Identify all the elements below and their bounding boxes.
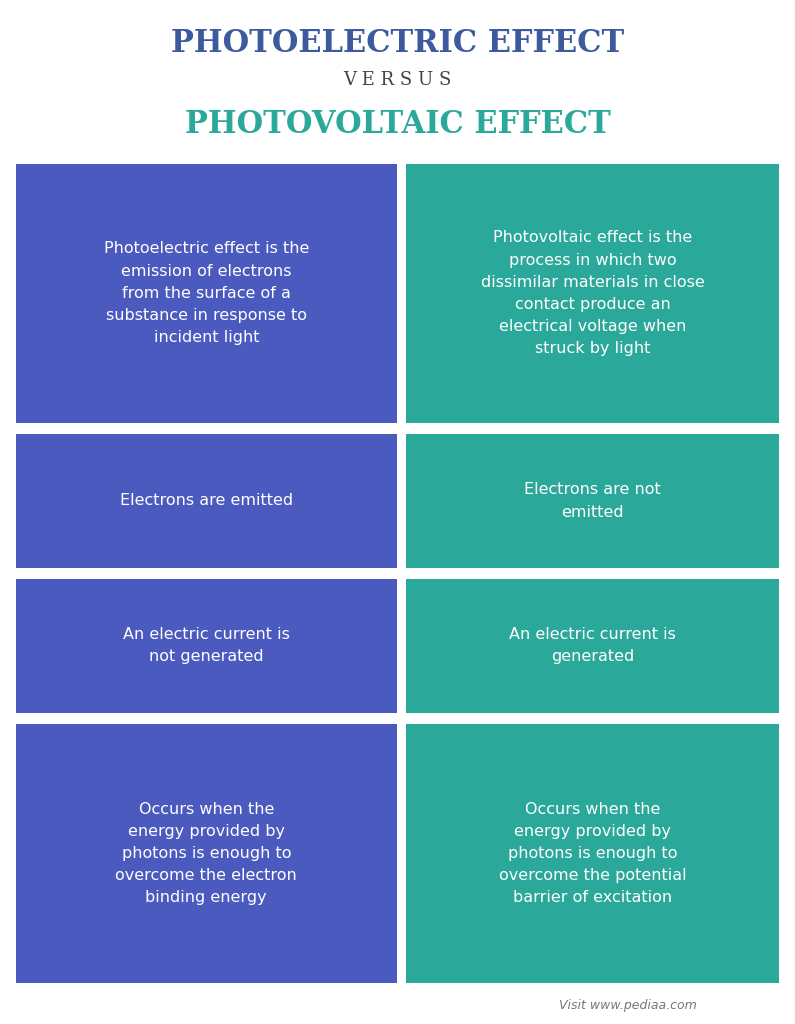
Text: PHOTOVOLTAIC EFFECT: PHOTOVOLTAIC EFFECT — [184, 110, 611, 140]
Bar — [244, 423, 262, 434]
Bar — [418, 713, 436, 724]
Bar — [109, 713, 126, 724]
Text: Photoelectric effect is the
emission of electrons
from the surface of a
substanc: Photoelectric effect is the emission of … — [103, 242, 309, 345]
Bar — [109, 567, 126, 580]
Bar — [271, 567, 289, 580]
Bar — [271, 423, 289, 434]
Bar — [499, 713, 517, 724]
Bar — [716, 713, 733, 724]
Bar — [445, 423, 463, 434]
Bar — [553, 713, 571, 724]
Bar — [271, 713, 289, 724]
Bar — [472, 423, 490, 434]
Bar — [190, 713, 207, 724]
Text: Occurs when the
energy provided by
photons is enough to
overcome the electron
bi: Occurs when the energy provided by photo… — [115, 802, 297, 905]
Bar — [136, 713, 153, 724]
Bar — [526, 713, 544, 724]
Bar — [298, 713, 316, 724]
Bar — [580, 567, 598, 580]
Text: Photovoltaic effect is the
process in which two
dissimilar materials in close
co: Photovoltaic effect is the process in wh… — [481, 230, 704, 356]
Bar — [397, 164, 406, 983]
Bar — [82, 423, 99, 434]
Bar — [472, 567, 490, 580]
Bar — [16, 434, 397, 567]
Bar — [298, 423, 316, 434]
Bar — [217, 713, 235, 724]
Bar — [163, 713, 180, 724]
Bar — [607, 423, 625, 434]
Bar — [406, 164, 779, 423]
Bar — [217, 423, 235, 434]
Bar — [472, 713, 490, 724]
Bar — [136, 423, 153, 434]
Bar — [634, 423, 652, 434]
Bar — [445, 713, 463, 724]
Bar — [526, 423, 544, 434]
Text: Occurs when the
energy provided by
photons is enough to
overcome the potential
b: Occurs when the energy provided by photo… — [498, 802, 687, 905]
Bar — [743, 713, 760, 724]
Text: V E R S U S: V E R S U S — [343, 71, 452, 89]
Bar — [55, 423, 72, 434]
Text: An electric current is
not generated: An electric current is not generated — [123, 628, 289, 665]
Bar — [298, 567, 316, 580]
Bar — [163, 423, 180, 434]
Bar — [499, 423, 517, 434]
Bar — [82, 713, 99, 724]
Bar — [688, 423, 706, 434]
Text: Electrons are not
emitted: Electrons are not emitted — [524, 482, 661, 519]
Bar — [190, 423, 207, 434]
Bar — [688, 567, 706, 580]
Bar — [716, 423, 733, 434]
Bar — [634, 567, 652, 580]
Bar — [418, 567, 436, 580]
Text: Visit www.pediaa.com: Visit www.pediaa.com — [559, 999, 697, 1012]
Bar — [109, 423, 126, 434]
Bar — [352, 567, 370, 580]
Bar — [743, 567, 760, 580]
Bar — [244, 713, 262, 724]
Bar — [16, 724, 397, 983]
Bar — [163, 567, 180, 580]
Bar — [325, 567, 343, 580]
Bar — [580, 423, 598, 434]
Bar — [406, 724, 779, 983]
Text: Electrons are emitted: Electrons are emitted — [120, 494, 293, 509]
Bar — [28, 713, 45, 724]
Bar — [136, 567, 153, 580]
Bar — [553, 423, 571, 434]
Bar — [580, 713, 598, 724]
Text: An electric current is
generated: An electric current is generated — [510, 628, 676, 665]
Bar — [325, 713, 343, 724]
Bar — [661, 423, 679, 434]
Bar — [553, 567, 571, 580]
Bar — [688, 713, 706, 724]
Bar — [406, 580, 779, 713]
Bar — [661, 567, 679, 580]
Bar — [418, 423, 436, 434]
Bar — [28, 567, 45, 580]
Bar — [526, 567, 544, 580]
Bar — [716, 567, 733, 580]
Bar — [28, 423, 45, 434]
Bar — [217, 567, 235, 580]
Bar — [607, 567, 625, 580]
Bar — [16, 580, 397, 713]
Bar — [406, 434, 779, 567]
Bar — [190, 567, 207, 580]
Bar — [325, 423, 343, 434]
Bar — [743, 423, 760, 434]
Bar — [607, 713, 625, 724]
Bar — [445, 567, 463, 580]
Bar — [499, 567, 517, 580]
Bar — [82, 567, 99, 580]
Bar — [352, 423, 370, 434]
Bar — [661, 713, 679, 724]
Bar — [244, 567, 262, 580]
Bar — [55, 567, 72, 580]
Bar — [16, 164, 397, 423]
Bar — [55, 713, 72, 724]
Text: PHOTOELECTRIC EFFECT: PHOTOELECTRIC EFFECT — [171, 28, 624, 58]
Bar — [634, 713, 652, 724]
Bar — [352, 713, 370, 724]
